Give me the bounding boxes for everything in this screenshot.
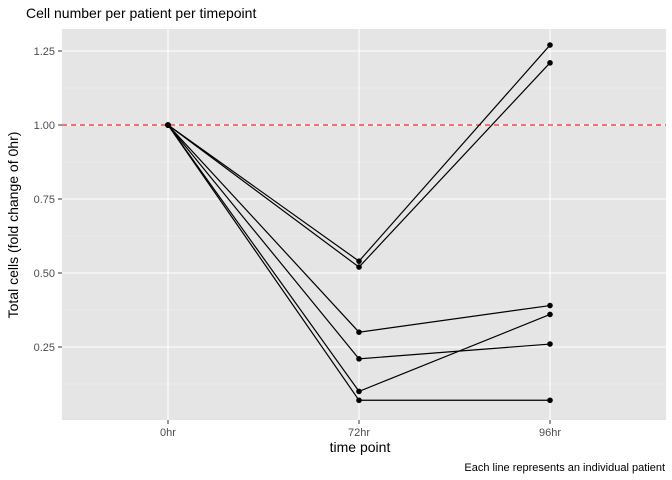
data-point	[356, 264, 362, 270]
x-axis-title: time point	[330, 439, 391, 455]
data-point	[547, 311, 553, 318]
y-axis: 0.25 0.50 0.75 1.00 1.25	[34, 46, 62, 354]
y-tick-label: 1.00	[34, 120, 55, 132]
y-tick-label: 0.50	[34, 268, 55, 280]
y-tick-label: 0.75	[34, 194, 55, 206]
y-tick-label: 0.25	[34, 342, 55, 354]
y-axis-title: Total cells (fold change of 0hr)	[5, 132, 21, 319]
data-point	[547, 302, 553, 309]
data-point	[547, 341, 553, 347]
plot-panel	[62, 29, 666, 420]
x-tick-label: 72hr	[348, 427, 370, 439]
data-point	[356, 388, 362, 395]
y-tick-label: 1.25	[34, 46, 55, 58]
data-point	[547, 42, 553, 48]
data-point	[165, 122, 171, 128]
data-point	[547, 60, 553, 66]
data-point	[356, 356, 362, 362]
chart-title: Cell number per patient per timepoint	[26, 5, 256, 21]
data-point	[547, 397, 553, 404]
series-points	[165, 42, 553, 404]
x-tick-label: 0hr	[160, 427, 176, 439]
chart-caption: Each line represents an individual patie…	[464, 462, 665, 474]
grid-minor	[62, 87, 666, 385]
data-point	[356, 329, 362, 336]
data-point	[356, 397, 362, 404]
data-point	[356, 258, 362, 264]
x-axis: 0hr 72hr 96hr	[160, 420, 561, 439]
x-tick-label: 96hr	[539, 427, 561, 439]
